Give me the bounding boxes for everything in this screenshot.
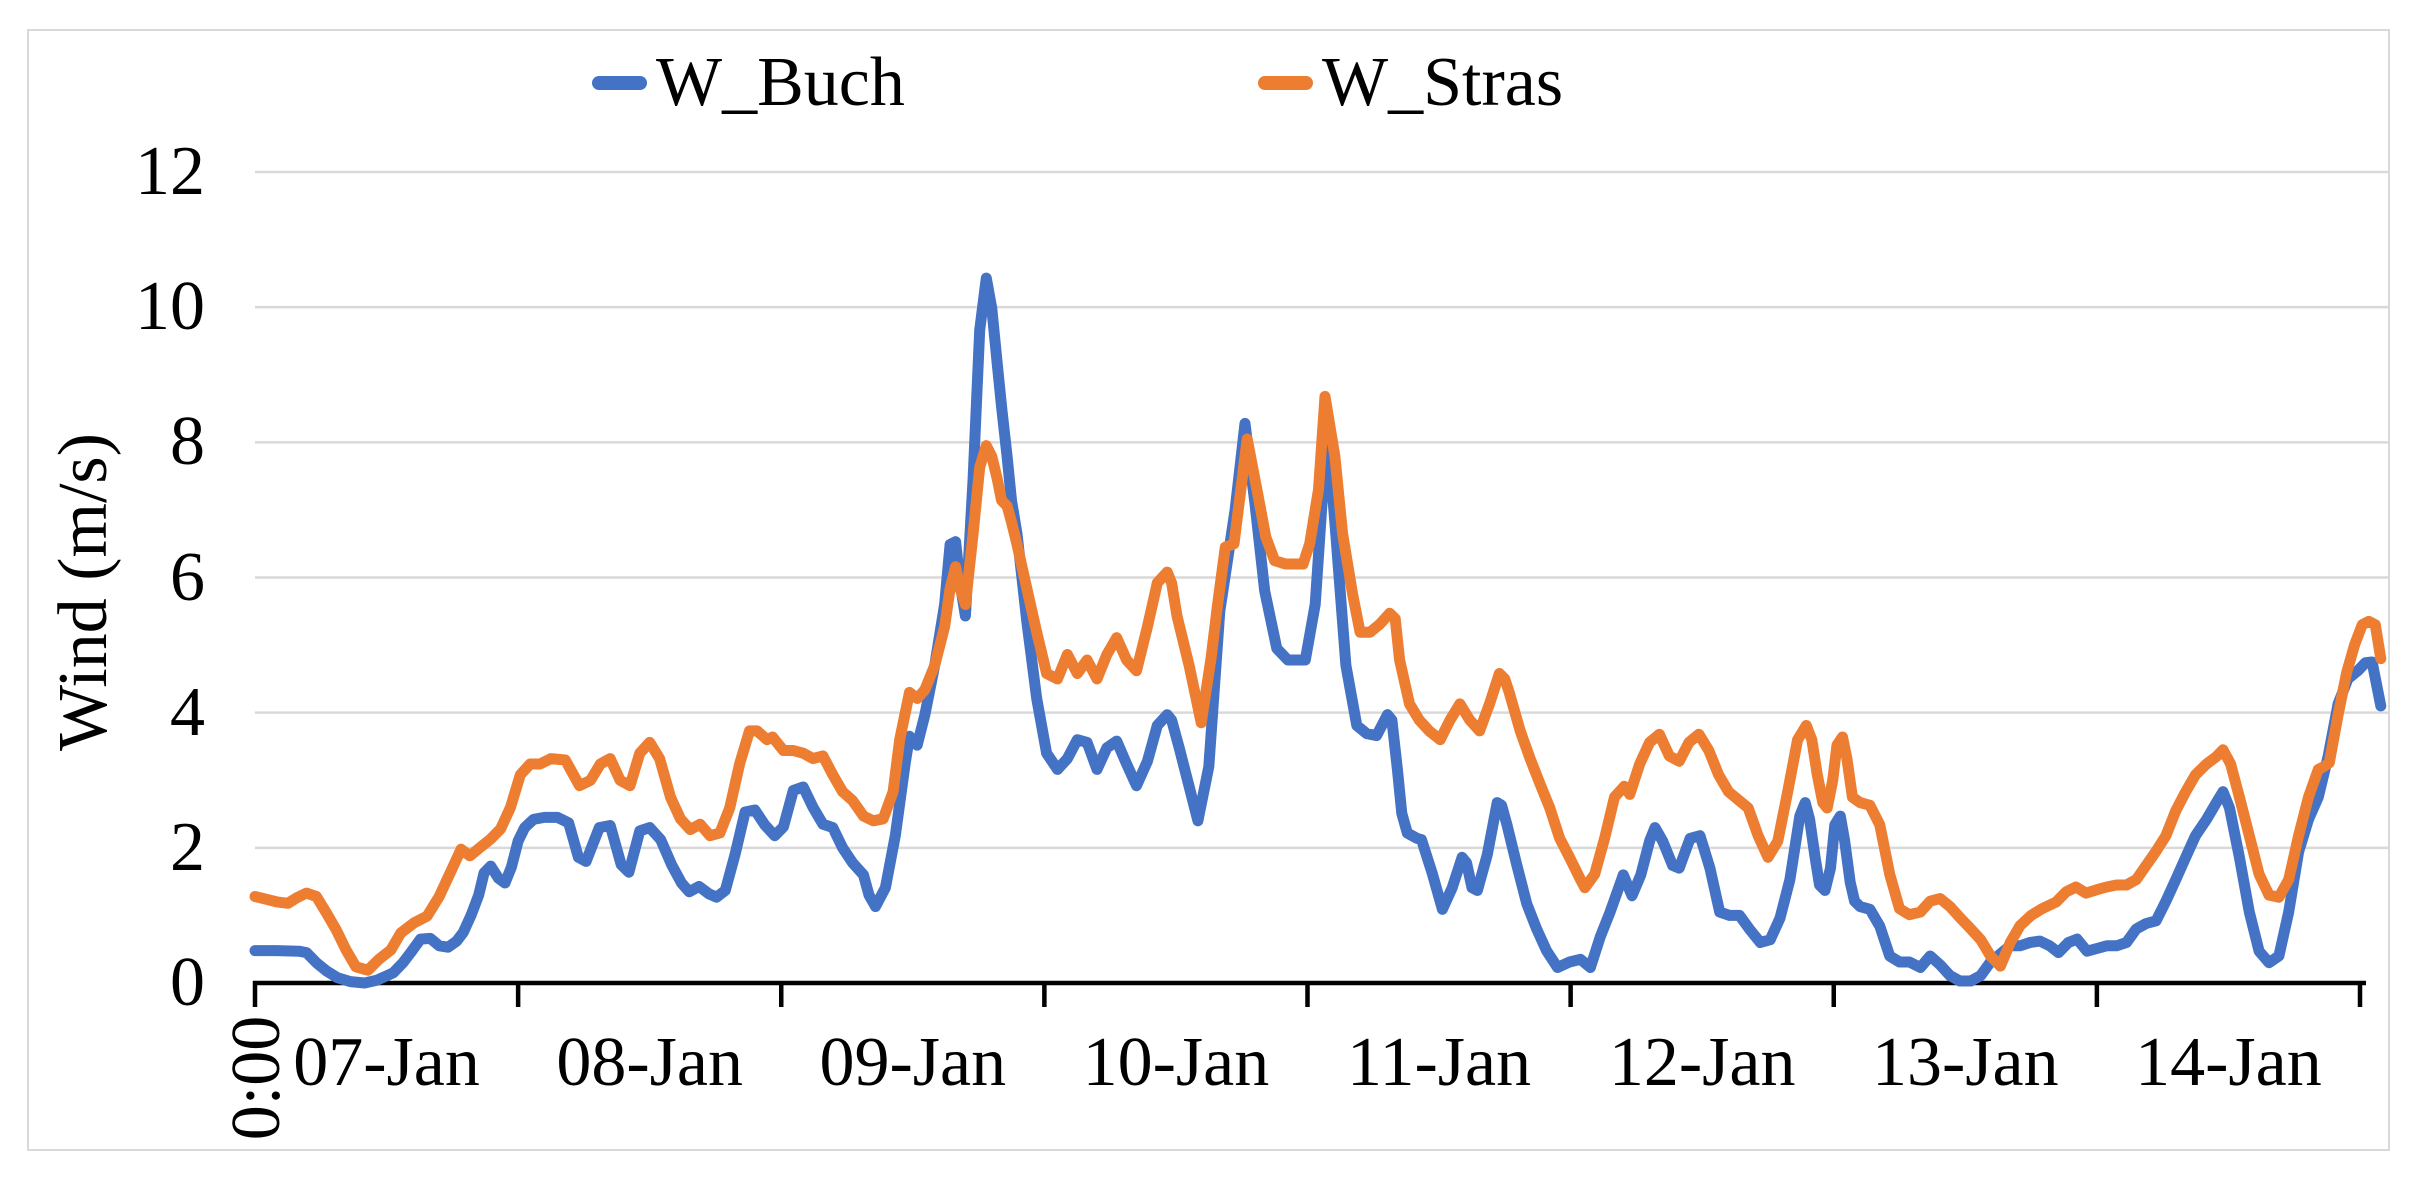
y-tick-label-4: 4 — [170, 673, 205, 751]
series-line-w_stras — [249, 390, 2387, 976]
legend: W_Buch W_Stras — [0, 0, 2436, 130]
x-date-label-12-jan: 12-Jan — [1608, 1024, 1796, 1101]
y-tick-label-2: 2 — [170, 808, 205, 886]
legend-item-w-buch: W_Buch — [592, 46, 905, 120]
x-date-label-13-jan: 13-Jan — [1872, 1024, 2059, 1101]
y-tick-label-0: 0 — [170, 944, 205, 1021]
x-date-label-08-jan: 08-Jan — [556, 1024, 743, 1101]
y-tick-label-6: 6 — [170, 538, 205, 616]
x-date-label-09-jan: 09-Jan — [819, 1024, 1007, 1101]
series-line-w_buch — [249, 272, 2387, 989]
x-date-label-10-jan: 10-Jan — [1082, 1024, 1270, 1101]
w-stras-line-swatch — [1258, 76, 1313, 90]
legend-label-w-stras: W_Stras — [1322, 44, 1564, 121]
x-date-label-07-jan: 07-Jan — [293, 1024, 480, 1101]
y-tick-label-12: 12 — [135, 133, 205, 210]
y-tick-label-10: 10 — [135, 268, 205, 346]
legend-label-w-buch: W_Buch — [656, 44, 905, 121]
legend-item-w-stras: W_Stras — [1258, 46, 1563, 120]
x-date-label-11-jan: 11-Jan — [1347, 1024, 1532, 1101]
y-tick-label-8: 8 — [170, 403, 205, 481]
x-date-label-14-jan: 14-Jan — [2135, 1024, 2322, 1101]
w-buch-line-swatch — [592, 76, 647, 90]
